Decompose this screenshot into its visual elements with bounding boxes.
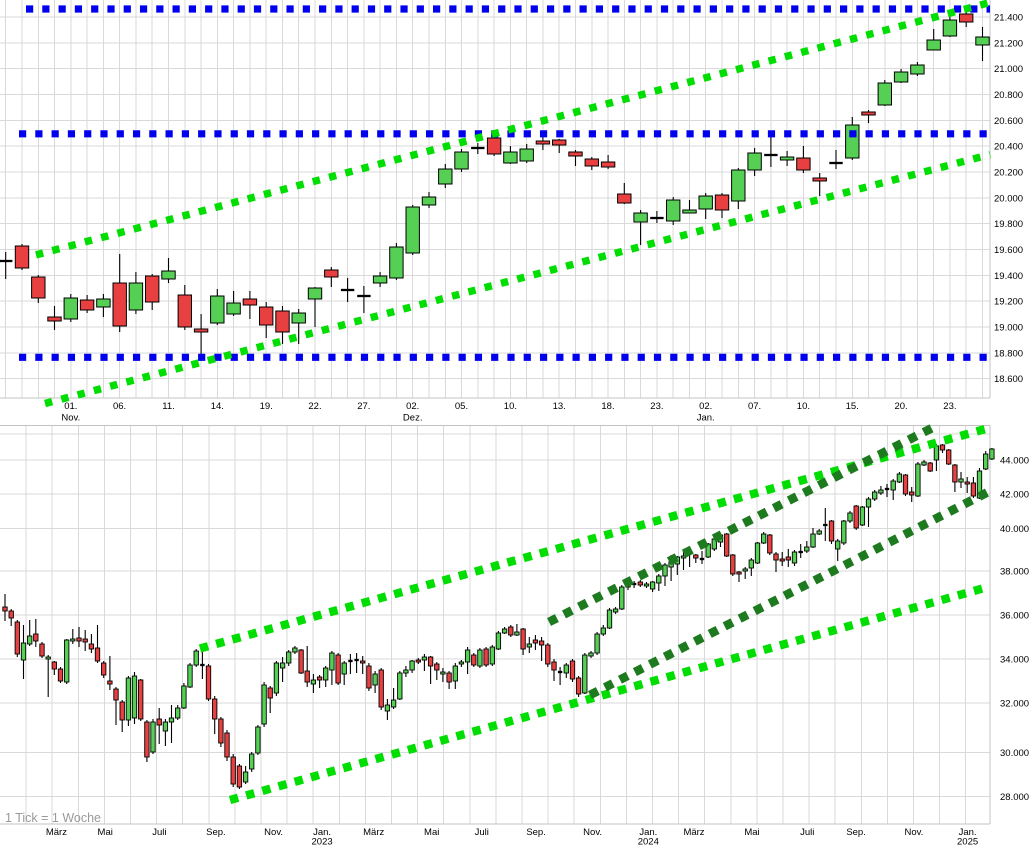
svg-text:Jan.: Jan. [313, 827, 331, 838]
svg-text:07.: 07. [748, 401, 761, 412]
svg-text:27.: 27. [357, 401, 370, 412]
svg-text:20.800: 20.800 [994, 90, 1023, 101]
svg-text:Jan.: Jan. [959, 827, 977, 838]
svg-text:02.: 02. [699, 401, 712, 412]
svg-text:14.: 14. [211, 401, 224, 412]
svg-text:20.200: 20.200 [994, 168, 1023, 179]
svg-text:19.800: 19.800 [994, 219, 1023, 230]
svg-text:18.: 18. [601, 401, 614, 412]
svg-text:11.: 11. [162, 401, 175, 412]
svg-text:Mai: Mai [98, 827, 113, 838]
svg-text:23.: 23. [943, 401, 956, 412]
svg-text:Jan.: Jan. [697, 413, 715, 424]
svg-text:21.400: 21.400 [994, 13, 1023, 24]
svg-text:34.000: 34.000 [1000, 655, 1029, 666]
svg-text:März: März [683, 827, 704, 838]
svg-text:20.: 20. [894, 401, 907, 412]
svg-text:März: März [363, 827, 384, 838]
svg-text:30.000: 30.000 [1000, 748, 1029, 759]
svg-text:19.200: 19.200 [994, 297, 1023, 308]
svg-text:10.: 10. [504, 401, 517, 412]
svg-text:Sep.: Sep. [846, 827, 866, 838]
svg-text:Nov.: Nov. [264, 827, 283, 838]
svg-text:19.: 19. [260, 401, 273, 412]
svg-text:2024: 2024 [638, 837, 659, 848]
svg-text:42.000: 42.000 [1000, 490, 1029, 501]
svg-text:Dez.: Dez. [403, 413, 423, 424]
svg-text:36.000: 36.000 [1000, 611, 1029, 622]
svg-text:Juli: Juli [475, 827, 489, 838]
svg-text:Sep.: Sep. [206, 827, 226, 838]
svg-text:Sep.: Sep. [526, 827, 546, 838]
svg-text:32.000: 32.000 [1000, 699, 1029, 710]
svg-text:Nov.: Nov. [583, 827, 602, 838]
svg-text:38.000: 38.000 [1000, 567, 1029, 578]
svg-text:1 Tick = 1 Woche: 1 Tick = 1 Woche [5, 811, 101, 825]
svg-text:März: März [46, 827, 67, 838]
svg-text:Mai: Mai [424, 827, 439, 838]
svg-text:20.400: 20.400 [994, 142, 1023, 153]
svg-text:13.: 13. [553, 401, 566, 412]
svg-text:Nov.: Nov. [904, 827, 923, 838]
svg-text:44.000: 44.000 [1000, 456, 1029, 467]
svg-text:02.: 02. [406, 401, 419, 412]
svg-text:06.: 06. [113, 401, 126, 412]
svg-text:01.: 01. [64, 401, 77, 412]
svg-text:2025: 2025 [957, 837, 978, 848]
svg-text:20.600: 20.600 [994, 116, 1023, 127]
svg-text:Nov.: Nov. [61, 413, 80, 424]
svg-text:18.600: 18.600 [994, 374, 1023, 385]
svg-text:Juli: Juli [152, 827, 166, 838]
svg-text:28.000: 28.000 [1000, 792, 1029, 803]
svg-text:19.000: 19.000 [994, 322, 1023, 333]
svg-text:21.200: 21.200 [994, 38, 1023, 49]
svg-text:40.000: 40.000 [1000, 524, 1029, 535]
svg-text:21.000: 21.000 [994, 64, 1023, 75]
svg-text:20.000: 20.000 [994, 193, 1023, 204]
svg-text:Juli: Juli [800, 827, 814, 838]
svg-text:22.: 22. [308, 401, 321, 412]
svg-text:05.: 05. [455, 401, 468, 412]
svg-text:10.: 10. [797, 401, 810, 412]
svg-text:19.600: 19.600 [994, 245, 1023, 256]
svg-text:15.: 15. [846, 401, 859, 412]
svg-text:Jan.: Jan. [639, 827, 657, 838]
svg-text:2023: 2023 [312, 837, 333, 848]
svg-text:Mai: Mai [744, 827, 759, 838]
svg-text:18.800: 18.800 [994, 348, 1023, 359]
svg-text:23.: 23. [650, 401, 663, 412]
svg-text:19.400: 19.400 [994, 271, 1023, 282]
